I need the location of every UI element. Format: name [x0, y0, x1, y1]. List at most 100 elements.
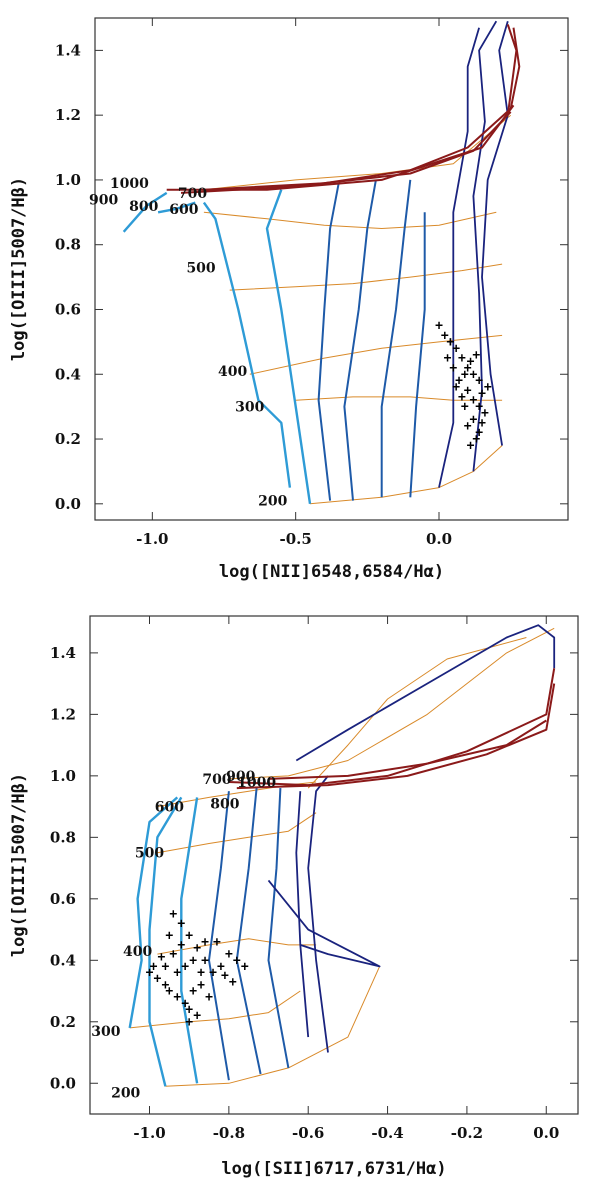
nii-observation-point: + — [475, 374, 483, 389]
nii-magnetic-track-7 — [317, 183, 340, 501]
sii-observation-point: + — [177, 916, 185, 931]
sii-shock-front-800 — [236, 683, 556, 790]
sii-observation-point: + — [241, 959, 249, 974]
sii-magnetic-track-top — [295, 624, 556, 762]
sii-y-tick-label: 1.4 — [50, 644, 76, 662]
nii-velocity-label: 900 — [89, 192, 118, 208]
sii-observation-point: + — [154, 972, 162, 987]
chart-sii-oiii: -1.0 -0.8 -0.6 -0.4 -0.2 0.0 0.0 0.2 0.4 0.6 0.8 1.… — [0, 594, 600, 1188]
chart-sii-oiii-svg: -1.0 -0.8 -0.6 -0.4 -0.2 0.0 0.0 0.2 0.4 0.6 0.8 1.… — [9, 615, 579, 1179]
sii-y-tick-label: 1.0 — [50, 767, 76, 785]
sii-velocity-label: 400 — [123, 944, 152, 960]
sii-velocity-track-200 — [165, 966, 381, 1087]
chart-nii-oiii: -1.0 -0.5 0.0 0.0 0.2 0.4 0.6 0.8 1.0 1.2 1.4 + + + + +… — [9, 17, 569, 582]
nii-magnetic-track-8 — [265, 189, 312, 504]
nii-y-tick-label: 0.8 — [55, 236, 81, 254]
sii-magnetic-track-7 — [180, 797, 199, 1084]
sii-observation-point: + — [181, 996, 189, 1011]
nii-velocity-track-200 — [309, 445, 503, 505]
nii-observation-point: + — [472, 348, 480, 363]
sii-observation-point: + — [146, 966, 154, 981]
sii-observation-point: + — [185, 1002, 193, 1017]
sii-y-tick-label: 0.0 — [50, 1074, 76, 1092]
sii-observation-point: + — [189, 984, 197, 999]
nii-magnetic-track-11 — [122, 191, 168, 233]
nii-y-tick-label: 1.4 — [55, 41, 81, 59]
sii-observation-point: + — [197, 966, 205, 981]
nii-velocity-label: 700 — [178, 186, 207, 202]
sii-velocity-label: 800 — [210, 797, 239, 813]
nii-y-axis-title: log([OIII]5007/Hβ) — [9, 177, 29, 361]
nii-velocity-label: 500 — [186, 260, 215, 276]
nii-x-tick-label: 0.0 — [426, 530, 452, 548]
nii-shock-front-700 — [203, 107, 512, 191]
sii-observation-point: + — [225, 947, 233, 962]
nii-observation-point: + — [455, 374, 463, 389]
nii-magnetic-track-4 — [409, 212, 426, 498]
sii-magnetic-track-5 — [235, 788, 262, 1075]
nii-velocity-label: 400 — [218, 364, 247, 380]
nii-velocity-label: 300 — [235, 400, 264, 416]
sii-magnetic-track-8 — [148, 796, 183, 1087]
sii-velocity-label: 900 — [226, 769, 255, 785]
sii-observation-point: + — [150, 959, 158, 974]
nii-observation-point: + — [469, 367, 477, 382]
nii-observation-point: + — [478, 387, 486, 402]
sii-magnetic-track-4 — [267, 788, 290, 1069]
sii-observation-point: + — [158, 950, 166, 965]
nii-observation-point: + — [447, 335, 455, 350]
sii-x-tick-label: -0.6 — [292, 1124, 324, 1142]
sii-observation-point: + — [165, 929, 173, 944]
sii-observation-point: + — [209, 966, 217, 981]
sii-observation-point: + — [193, 941, 201, 956]
sii-magnetic-track-3 — [267, 879, 381, 968]
nii-observation-point: + — [458, 351, 466, 366]
sii-observation-point: + — [233, 953, 241, 968]
nii-velocity-track-600 — [203, 211, 497, 229]
sii-shock-front-700 — [228, 668, 556, 787]
nii-observation-point: + — [478, 416, 486, 431]
nii-magnetic-track-10 — [157, 201, 196, 214]
nii-y-tick-label: 0.4 — [55, 365, 81, 383]
nii-velocity-label: 1000 — [110, 176, 149, 192]
sii-velocity-label: 1000 — [237, 775, 276, 791]
nii-observation-point: + — [452, 380, 460, 395]
nii-plot-frame — [94, 17, 569, 521]
sii-y-tick-label: 0.6 — [50, 890, 76, 908]
nii-observation-point: + — [467, 439, 475, 454]
sii-velocity-track-300 — [129, 990, 301, 1029]
sii-magnetic-track-2 — [295, 791, 310, 1038]
sii-velocity-track-500 — [157, 812, 317, 854]
nii-shock-front-1000 — [166, 104, 515, 191]
sii-observation-point: + — [169, 947, 177, 962]
nii-observation-point: + — [464, 419, 472, 434]
nii-x-tick-label: -1.0 — [136, 530, 168, 548]
nii-observation-point: + — [464, 383, 472, 398]
nii-magnetic-track-6 — [343, 179, 377, 501]
sii-observation-point: + — [181, 959, 189, 974]
sii-y-tick-label: 0.8 — [50, 828, 76, 846]
sii-y-axis-title: log([OIII]5007/Hβ) — [9, 773, 29, 957]
sii-y-tick-label: 0.4 — [50, 951, 76, 969]
sii-upper-track-a — [307, 637, 527, 789]
sii-observation-point: + — [161, 978, 169, 993]
nii-observation-point: + — [461, 367, 469, 382]
nii-velocity-track-500 — [229, 263, 503, 291]
sii-y-tick-label: 1.2 — [50, 705, 76, 723]
sii-x-tick-label: 0.0 — [533, 1124, 559, 1142]
nii-y-tick-label: 1.2 — [55, 106, 81, 124]
sii-observation-point: + — [205, 990, 213, 1005]
sii-magnetic-track-9 — [128, 796, 179, 1029]
nii-velocity-track-400 — [249, 334, 503, 375]
sii-observation-point: + — [177, 938, 185, 953]
sii-observation-point: + — [185, 1015, 193, 1030]
sii-observation-point: + — [173, 990, 181, 1005]
sii-observation-point: + — [221, 969, 229, 984]
nii-magnetic-track-9 — [202, 201, 292, 488]
sii-shock-front-1000 — [268, 719, 547, 780]
nii-observation-point: + — [472, 432, 480, 447]
sii-observation-point: + — [201, 935, 209, 950]
nii-y-tick-label: 0.6 — [55, 300, 81, 318]
sii-observation-point: + — [229, 975, 237, 990]
sii-x-tick-label: -1.0 — [133, 1124, 165, 1142]
